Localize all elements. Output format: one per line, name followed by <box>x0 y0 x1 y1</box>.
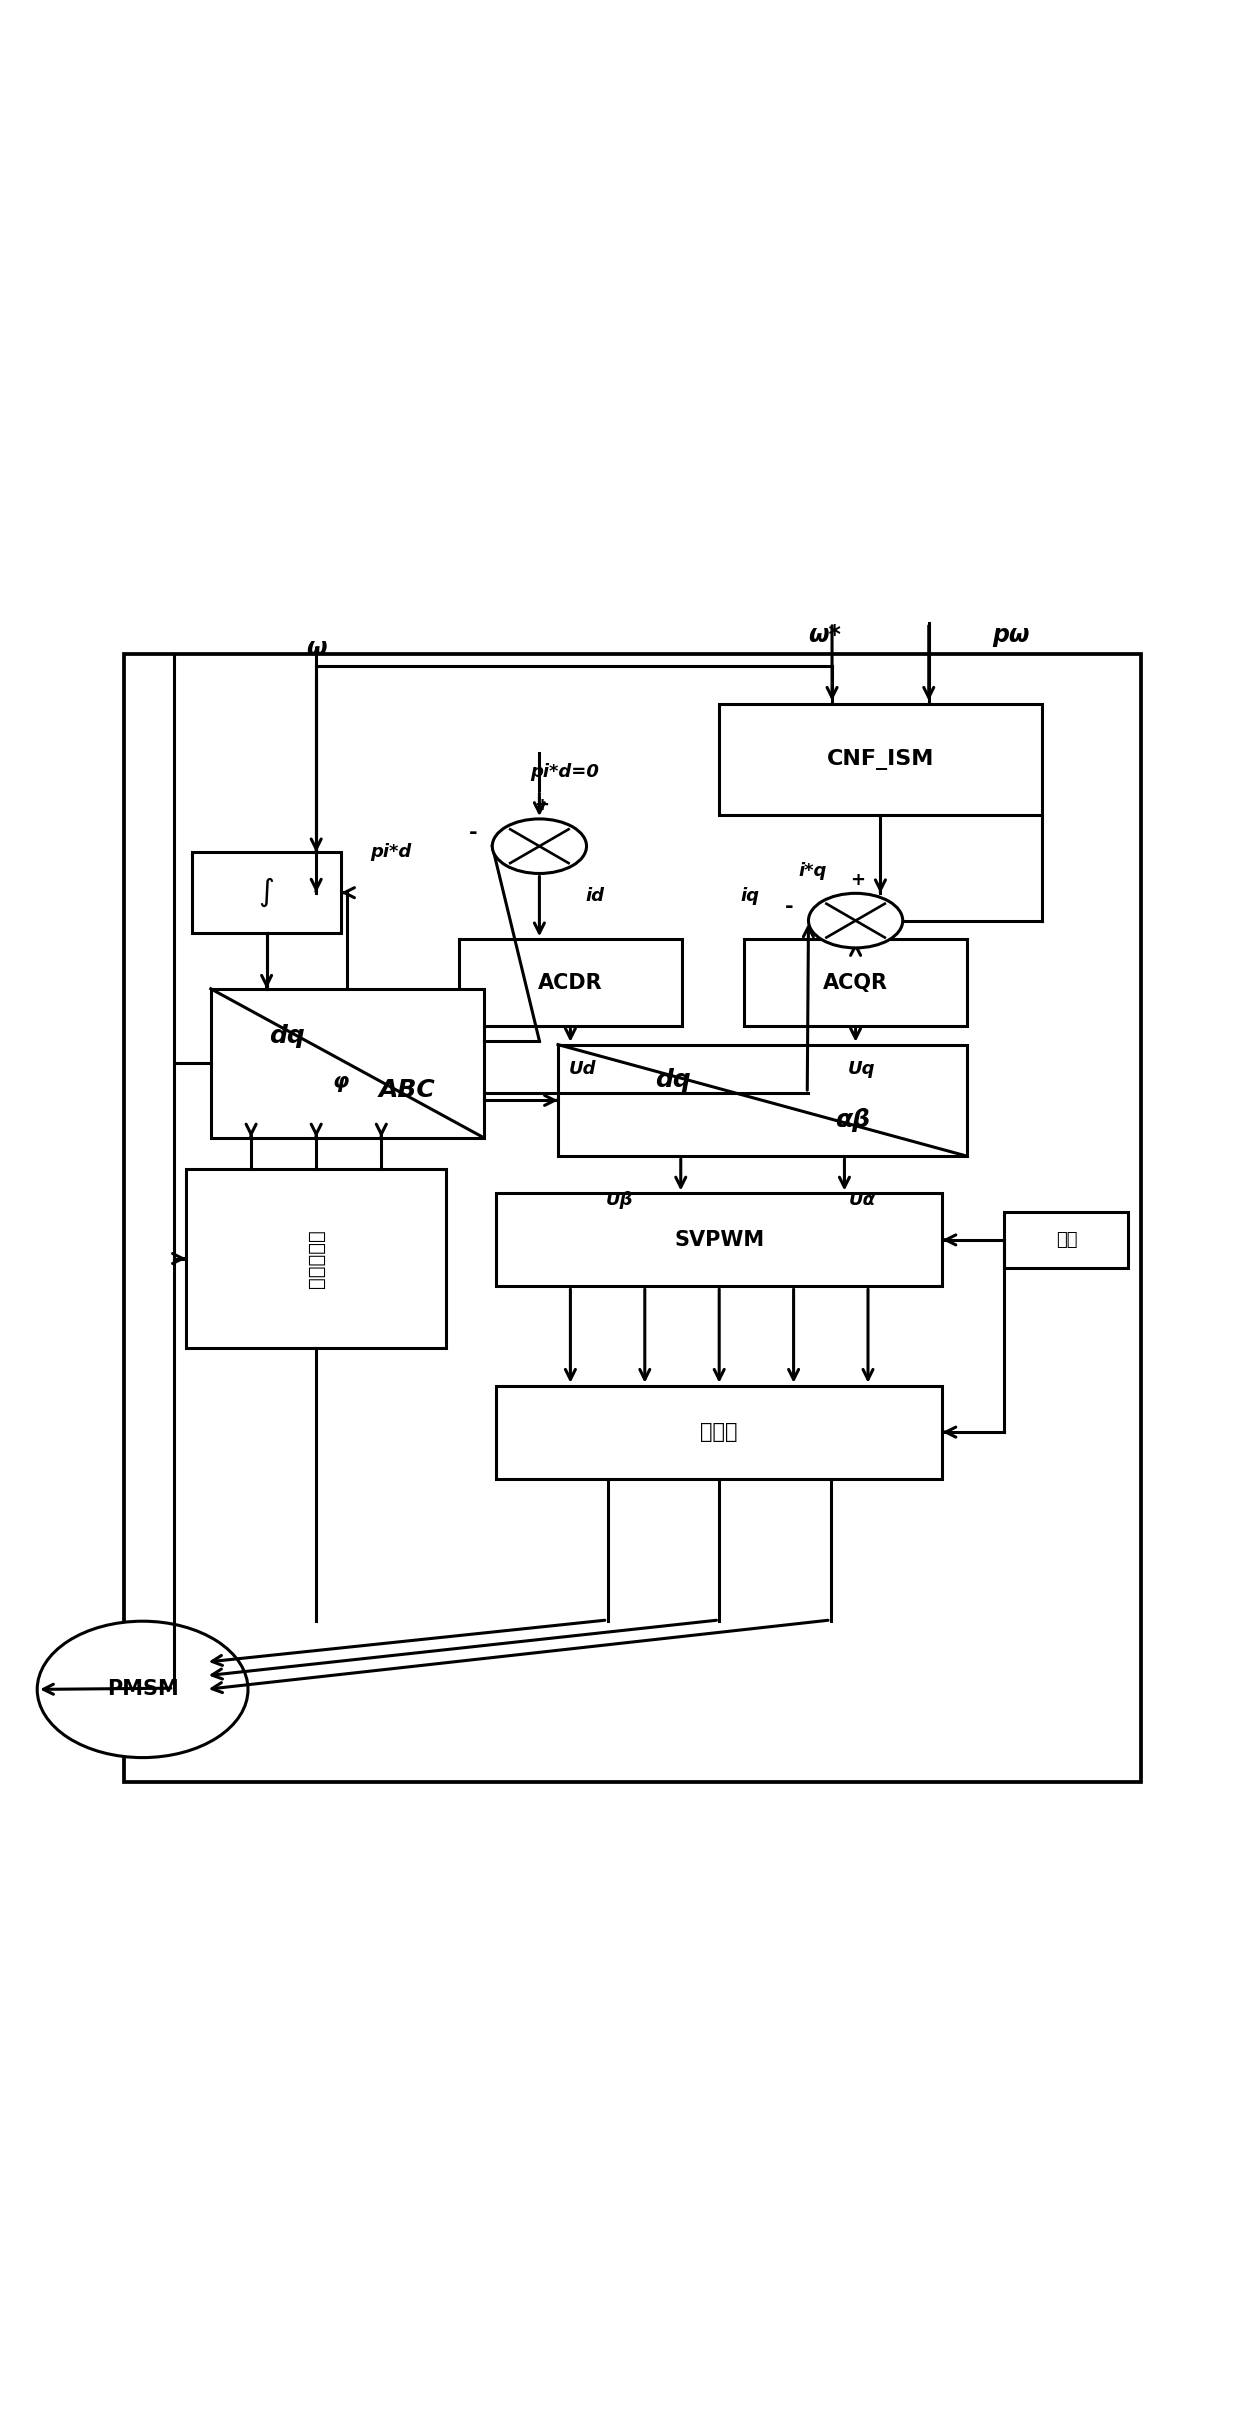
Text: -: - <box>469 822 477 844</box>
Text: Ud: Ud <box>569 1059 596 1079</box>
Text: id: id <box>585 887 605 904</box>
Bar <box>211 989 484 1137</box>
Bar <box>186 1168 446 1348</box>
Text: 驱动器: 驱动器 <box>701 1423 738 1442</box>
Text: pω: pω <box>992 623 1029 647</box>
Text: Uq: Uq <box>848 1059 875 1079</box>
Text: SVPWM: SVPWM <box>675 1229 764 1251</box>
Text: Uβ: Uβ <box>606 1190 634 1210</box>
Text: ∫: ∫ <box>259 877 274 907</box>
Bar <box>496 1387 942 1479</box>
Text: ABC: ABC <box>379 1079 435 1103</box>
Text: φ: φ <box>332 1071 350 1091</box>
Text: ACQR: ACQR <box>823 972 888 991</box>
Text: ω*: ω* <box>808 623 841 647</box>
Ellipse shape <box>808 894 903 948</box>
Bar <box>496 1193 942 1287</box>
Ellipse shape <box>37 1622 248 1757</box>
Text: i*q: i*q <box>799 863 826 880</box>
Text: +: + <box>851 870 866 890</box>
Bar <box>1004 1212 1128 1268</box>
Text: dq: dq <box>655 1069 691 1093</box>
Text: 电源互感器: 电源互感器 <box>306 1229 326 1287</box>
Text: ω: ω <box>306 635 326 659</box>
Text: -: - <box>785 897 794 916</box>
Text: 电源: 电源 <box>1055 1231 1078 1248</box>
Text: CNF_ISM: CNF_ISM <box>827 749 934 771</box>
Text: PMSM: PMSM <box>107 1680 179 1699</box>
Text: iq: iq <box>740 887 760 904</box>
Text: αβ: αβ <box>835 1108 870 1132</box>
Text: pi*d=0: pi*d=0 <box>529 764 599 781</box>
Text: Uα: Uα <box>848 1190 875 1210</box>
Ellipse shape <box>492 819 587 873</box>
Bar <box>124 654 1141 1782</box>
Text: pi*d: pi*d <box>370 844 412 861</box>
Bar <box>459 938 682 1025</box>
Text: +: + <box>534 795 549 814</box>
Bar <box>558 1045 967 1156</box>
Text: dq: dq <box>269 1025 305 1050</box>
Text: ACDR: ACDR <box>538 972 603 991</box>
Bar <box>744 938 967 1025</box>
Bar <box>192 853 341 933</box>
Bar <box>719 703 1042 814</box>
